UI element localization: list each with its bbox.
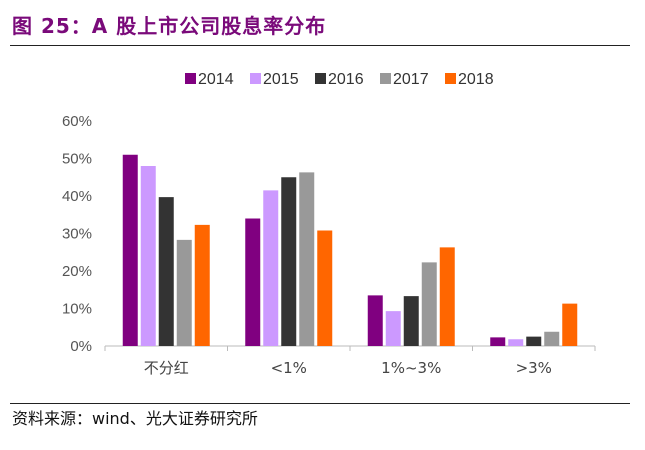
bar-2017-1 [299, 172, 315, 346]
bar-2014-0 [122, 154, 138, 346]
bar-2016-3 [526, 336, 542, 346]
bar-2015-1 [263, 190, 279, 346]
legend-swatch-2015 [250, 73, 261, 84]
bar-chart: 0% 10% 20% 30% 40% 50% 60% 不分红 <1% 1%~3% >3% 2014 20… [62, 71, 596, 377]
bar-2018-0 [194, 224, 210, 346]
y-tick-label: 30% [62, 226, 92, 243]
legend-swatch-2016 [315, 73, 326, 84]
bar-2015-2 [385, 311, 401, 346]
bar-2018-3 [562, 303, 578, 346]
legend-swatch-2017 [380, 73, 391, 84]
bar-2014-3 [490, 337, 506, 346]
legend-label-2017: 2017 [393, 71, 429, 88]
bar-2017-2 [421, 262, 437, 346]
chart-title: 图 25：A 股上市公司股息率分布 [12, 14, 327, 38]
top-divider [10, 45, 630, 46]
bar-2016-0 [158, 197, 174, 346]
y-tick-label: 60% [62, 113, 92, 130]
legend-label-2014: 2014 [198, 71, 234, 88]
bar-2014-2 [367, 295, 383, 346]
bottom-divider [10, 403, 630, 404]
source-note: 资料来源：wind、光大证券研究所 [12, 409, 258, 428]
bar-2018-1 [317, 230, 333, 346]
y-tick-label: 50% [62, 151, 92, 168]
legend-label-2015: 2015 [263, 71, 299, 88]
y-tick-label: 10% [62, 301, 92, 318]
bar-2016-2 [403, 296, 419, 346]
legend-label-2018: 2018 [458, 71, 494, 88]
x-category-label: 1%~3% [381, 359, 441, 377]
bar-2014-1 [245, 218, 261, 346]
bar-2017-3 [544, 331, 560, 346]
x-category-label: 不分红 [144, 359, 189, 377]
legend-swatch-2014 [185, 73, 196, 84]
bar-2017-0 [176, 239, 192, 346]
y-tick-label: 40% [62, 188, 92, 205]
bar-2015-3 [508, 339, 524, 346]
bar-2015-0 [140, 166, 156, 346]
bar-2018-2 [439, 247, 455, 346]
bar-2016-1 [281, 177, 297, 346]
y-tick-label: 20% [62, 263, 92, 280]
x-category-label: >3% [516, 359, 552, 377]
x-category-label: <1% [271, 359, 307, 377]
legend-swatch-2018 [445, 73, 456, 84]
y-tick-label: 0% [70, 338, 92, 355]
legend-label-2016: 2016 [328, 71, 364, 88]
